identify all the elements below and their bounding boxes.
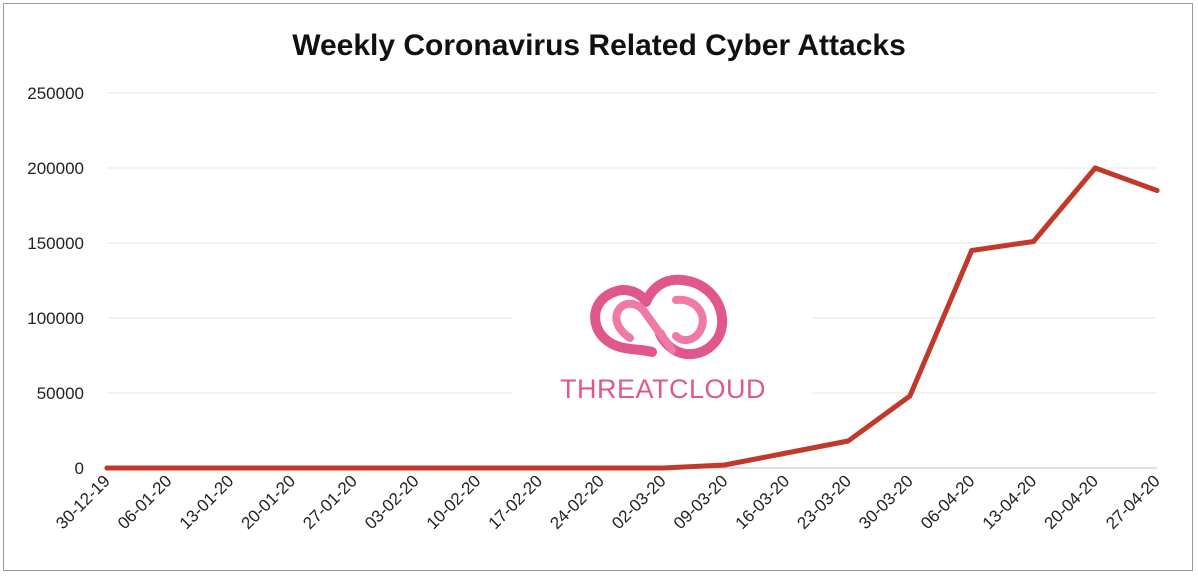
- data-point: [660, 465, 666, 471]
- y-tick-label: 200000: [27, 159, 84, 178]
- data-point: [969, 248, 975, 253]
- data-point: [475, 465, 481, 471]
- x-tick-label: 10-02-20: [423, 471, 485, 533]
- y-axis-ticks: 0 50000 100000 150000 200000 250000: [27, 84, 84, 478]
- x-tick-label: 27-01-20: [299, 471, 361, 533]
- y-tick-label: 50000: [37, 384, 84, 403]
- x-tick-label: 17-02-20: [485, 471, 547, 533]
- x-tick-label: 24-02-20: [546, 471, 608, 533]
- y-tick-label: 100000: [27, 309, 84, 328]
- x-tick-label: 03-02-20: [361, 471, 423, 533]
- data-point: [722, 462, 728, 468]
- watermark-text: THREATCLOUD: [560, 374, 766, 404]
- x-tick-label: 30-12-19: [52, 471, 114, 533]
- x-tick-label: 30-03-20: [855, 471, 917, 533]
- x-tick-label: 06-04-20: [917, 471, 979, 533]
- threatcloud-logo: THREATCLOUD: [512, 268, 812, 418]
- data-point: [783, 450, 789, 456]
- x-tick-label: 20-01-20: [238, 471, 300, 533]
- data-point: [1154, 188, 1160, 193]
- x-tick-label: 06-01-20: [114, 471, 176, 533]
- data-point: [351, 465, 357, 471]
- x-tick-label: 13-04-20: [979, 471, 1041, 533]
- data-point: [845, 438, 851, 444]
- data-point: [104, 465, 110, 471]
- x-tick-label: 23-03-20: [793, 471, 855, 533]
- x-axis-ticks: 30-12-19 06-01-20 13-01-20 20-01-20 27-01-20…: [52, 471, 1164, 533]
- data-point: [598, 465, 604, 471]
- data-point: [907, 393, 913, 399]
- x-tick-label: 02-03-20: [608, 471, 670, 533]
- data-point: [413, 465, 419, 471]
- data-point: [1030, 239, 1036, 244]
- data-point: [289, 465, 295, 471]
- x-tick-label: 09-03-20: [670, 471, 732, 533]
- chart-title: Weekly Coronavirus Related Cyber Attacks: [292, 29, 906, 62]
- data-point: [166, 465, 172, 471]
- x-tick-label: 27-04-20: [1102, 471, 1164, 533]
- cloud-loop-logo-icon: [590, 274, 728, 360]
- data-point: [1092, 165, 1098, 171]
- x-tick-label: 13-01-20: [176, 471, 238, 533]
- series-layer: [104, 165, 1160, 471]
- y-tick-label: 250000: [27, 84, 84, 103]
- series-line: [104, 165, 1160, 471]
- data-point: [536, 465, 542, 471]
- data-point: [228, 465, 234, 471]
- x-tick-label: 20-04-20: [1041, 471, 1103, 533]
- x-tick-label: 16-03-20: [732, 471, 794, 533]
- y-tick-label: 0: [75, 459, 84, 478]
- y-tick-label: 150000: [27, 234, 84, 253]
